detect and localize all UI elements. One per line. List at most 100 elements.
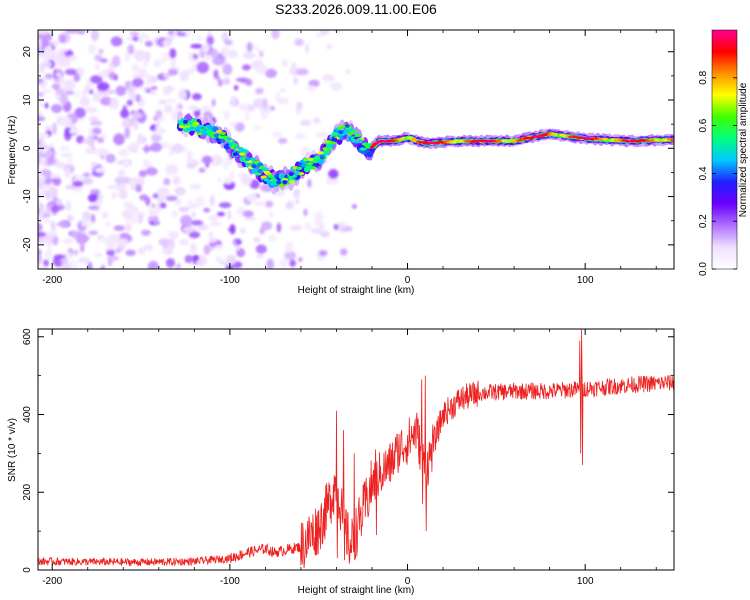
spectrogram-noise-blob xyxy=(109,65,114,73)
colorbar-label: Normalized spectral amplitude xyxy=(738,82,749,217)
snr-xtick-label: -100 xyxy=(220,576,240,587)
spectrogram-noise-blob xyxy=(57,48,69,53)
spectrogram-noise-blob xyxy=(201,42,210,54)
spectrogram-ridge-hotspot xyxy=(189,125,195,130)
spectrogram-noise-blob xyxy=(319,222,325,231)
spectrogram-noise-blob xyxy=(211,98,216,107)
spectrogram-ridge-cell xyxy=(192,121,200,126)
spectrogram-noise-blob xyxy=(151,203,156,208)
snr-xlabel: Height of straight line (km) xyxy=(298,585,415,596)
spectrogram-noise-blob xyxy=(101,211,109,220)
spectrogram-noise-blob xyxy=(129,31,140,37)
spectrogram-noise-blob xyxy=(163,177,171,186)
spectrogram-ridge-cell xyxy=(253,160,260,164)
spectrogram-noise-blob xyxy=(66,214,74,222)
spectrogram-noise-blob xyxy=(164,164,178,176)
spectrogram-noise-blob xyxy=(253,125,262,130)
spectrogram-noise-blob xyxy=(72,180,84,187)
colorbar-bar xyxy=(712,30,737,269)
spectrogram-ridge-cell xyxy=(359,147,367,151)
spectrogram-noise-blob xyxy=(284,250,296,260)
spectrogram-noise-blob xyxy=(88,116,99,121)
spectrogram-ridge-hotspot xyxy=(195,128,201,133)
spectrogram-noise-blob xyxy=(279,258,289,268)
spectrogram-noise-blob xyxy=(194,195,206,207)
spectrogram-ridge-cell xyxy=(303,158,310,162)
spectrogram-noise-blob xyxy=(294,38,304,46)
colorbar: 0.0 0.2 0.4 0.6 0.8 Normalized spectral ampl… xyxy=(698,29,749,276)
spectrogram-noise-blob xyxy=(153,215,159,225)
spectrogram-noise-blob xyxy=(123,201,134,209)
spectrogram-noise-blob xyxy=(97,82,110,91)
spectrogram-noise-blob xyxy=(133,119,139,131)
spectrogram-noise-blob xyxy=(180,214,193,227)
spectrogram-noise-blob xyxy=(85,219,93,227)
spectrogram-noise-blob xyxy=(134,49,146,62)
spectrogram-noise-blob xyxy=(64,184,77,190)
spectrogram-ylabel: Frequency (Hz) xyxy=(7,116,18,185)
spectrogram-noise-blob xyxy=(84,84,91,93)
spectrogram-noise-blob xyxy=(38,132,49,138)
spectrogram-noise-blob xyxy=(40,60,52,68)
spectrogram-noise-blob xyxy=(127,44,135,55)
spectrogram-noise-blob xyxy=(255,244,267,254)
spectrogram-noise-blob xyxy=(65,90,75,96)
spectrogram-noise-blob xyxy=(50,220,56,231)
spectrogram-ridge-hotspot xyxy=(332,137,338,142)
spectrogram-noise-blob xyxy=(147,260,159,269)
spectrogram-noise-blob xyxy=(249,179,260,190)
spectrogram-blobs xyxy=(38,30,358,269)
spectrogram-noise-blob xyxy=(87,193,98,203)
spectrogram-noise-blob xyxy=(137,211,146,217)
spectrogram-noise-blob xyxy=(171,143,184,154)
spectrogram-noise-blob xyxy=(260,114,268,120)
spectrogram-ytick-label: 20 xyxy=(22,46,33,58)
spectrogram-noise-blob xyxy=(125,222,132,233)
spectrogram-noise-blob xyxy=(169,48,177,59)
colorbar-tick-label: 0.8 xyxy=(698,70,709,84)
spectrogram-noise-blob xyxy=(242,210,254,218)
spectrogram-noise-blob xyxy=(79,96,90,107)
spectrogram-ridge-cell xyxy=(306,162,314,166)
spectrogram-noise-blob xyxy=(63,79,76,91)
spectrogram-ridge-hotspot xyxy=(207,125,213,130)
spectrogram-noise-blob xyxy=(88,205,100,211)
spectrogram-noise-blob xyxy=(111,191,117,200)
spectrogram-ridge-hotspot xyxy=(220,138,226,143)
spectrogram-ridge-hotspot xyxy=(238,148,244,153)
spectrogram-noise-blob xyxy=(107,258,113,267)
spectrogram-noise-blob xyxy=(136,133,144,145)
spectrogram-ridge xyxy=(176,111,674,195)
colorbar-ticks: 0.0 0.2 0.4 0.6 0.8 xyxy=(698,70,737,276)
spectrogram-noise-blob xyxy=(38,178,44,190)
spectrogram-ridge-hotspot xyxy=(263,177,269,182)
spectrogram-noise-blob xyxy=(289,259,296,267)
spectrogram-noise-blob xyxy=(124,51,131,62)
spectrogram-noise-blob xyxy=(44,150,53,158)
spectrogram-noise-blob xyxy=(165,195,178,202)
spectrogram-ridge-hotspot xyxy=(201,130,207,135)
spectrogram-noise-blob xyxy=(204,54,211,61)
spectrogram-ridge-hotspot xyxy=(294,171,300,176)
spectrogram-noise-blob xyxy=(156,116,161,127)
spectrogram-noise-blob xyxy=(135,94,141,103)
spectrogram-x-axis: -200 -100 0 100 xyxy=(42,30,657,286)
spectrogram-noise-blob xyxy=(203,207,211,213)
spectrogram-ridge-hotspot xyxy=(288,172,294,177)
spectrogram-noise-blob xyxy=(304,43,310,54)
spectrogram-noise-blob xyxy=(64,126,72,137)
spectrogram-noise-blob xyxy=(38,249,42,256)
spectrogram-noise-blob xyxy=(284,241,294,253)
spectrogram-noise-blob xyxy=(131,77,144,88)
spectrogram-noise-blob xyxy=(88,89,94,95)
spectrogram-noise-blob xyxy=(90,30,99,42)
spectrogram-noise-blob xyxy=(145,87,152,94)
spectrogram-noise-blob xyxy=(186,149,193,162)
spectrogram-ridge-hotspot xyxy=(338,130,344,135)
spectrogram-noise-blob xyxy=(69,260,78,269)
spectrogram-ridge-hotspot xyxy=(313,156,319,161)
spectrogram-noise-blob xyxy=(44,178,51,185)
spectrogram-noise-blob xyxy=(91,214,96,224)
spectrogram-noise-blob xyxy=(143,244,152,250)
spectrogram-noise-blob xyxy=(113,74,118,81)
